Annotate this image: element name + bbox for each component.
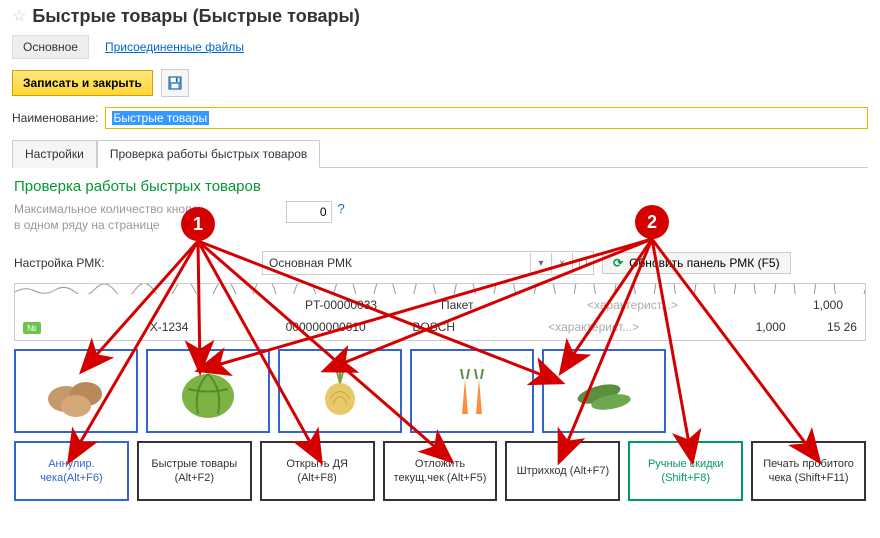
product-card-potato[interactable] (14, 349, 138, 433)
save-close-button[interactable]: Записать и закрыть (12, 70, 153, 96)
row-badge: № (23, 322, 41, 334)
potato-icon (41, 364, 111, 419)
annotation-marker-2: 2 (635, 205, 669, 239)
product-card-onion[interactable] (278, 349, 402, 433)
open-icon[interactable]: ▢ (572, 253, 593, 273)
table-cell: 1,000 (755, 298, 851, 312)
help-icon[interactable]: ? (338, 201, 345, 216)
dropdown-icon[interactable]: ▾ (530, 253, 551, 273)
product-card-cabbage[interactable] (146, 349, 270, 433)
table-cell: Пакет (433, 298, 579, 312)
product-card-cucumber[interactable] (542, 349, 666, 433)
name-input[interactable]: Быстрые товары (105, 107, 868, 129)
section-title: Проверка работы быстрых товаров (14, 178, 866, 195)
table-cell: 1,000 (704, 320, 794, 334)
rmk-select[interactable]: Основная РМК ▾ × ▢ (262, 251, 594, 275)
table-cell: <характерист...> (579, 298, 755, 312)
cabbage-icon (173, 364, 243, 419)
rmk-label: Настройка РМК: (14, 256, 254, 270)
panel-btn-fast-goods[interactable]: Быстрые товары (Alt+F2) (137, 441, 252, 501)
panel-btn-postpone[interactable]: Отложить текущ.чек (Alt+F5) (383, 441, 498, 501)
carrot-icon (437, 364, 507, 419)
hint-line2: в одном ряду на странице (14, 217, 204, 233)
table-cell: BOSCH (404, 320, 540, 334)
table-cell: PT-00000033 (297, 298, 433, 312)
panel-btn-barcode[interactable]: Штрихкод (Alt+F7) (505, 441, 620, 501)
favorite-star-icon[interactable]: ☆ (12, 9, 26, 25)
refresh-icon: ⟳ (613, 256, 623, 270)
page-title: Быстрые товары (Быстрые товары) (32, 6, 360, 27)
rmk-value: Основная РМК (263, 256, 530, 270)
table-cell: 000000000010 (278, 320, 405, 334)
floppy-icon (168, 76, 182, 90)
subtab-settings[interactable]: Настройки (12, 140, 97, 168)
panel-btn-print-check[interactable]: Печать пробитого чека (Shift+F11) (751, 441, 866, 501)
refresh-rmk-button[interactable]: ⟳ Обновить панель РМК (F5) (602, 252, 791, 274)
panel-btn-open-drawer[interactable]: Открыть ДЯ (Alt+F8) (260, 441, 375, 501)
save-button[interactable] (161, 69, 189, 97)
onion-icon (305, 364, 375, 419)
table-cell: <характерист...> (540, 320, 704, 334)
annotation-marker-1: 1 (181, 207, 215, 241)
max-buttons-input[interactable] (286, 201, 332, 223)
panel-btn-cancel-check[interactable]: Аннулир. чека(Alt+F6) (14, 441, 129, 501)
panel-btn-manual-discount[interactable]: Ручные скидки (Shift+F8) (628, 441, 743, 501)
cucumber-icon (569, 364, 639, 419)
hint-line1: Максимальное количество кнопок (14, 201, 204, 217)
table-cell: 15 26 (794, 320, 865, 334)
link-attached-files[interactable]: Присоединенные файлы (105, 40, 244, 54)
clear-icon[interactable]: × (551, 253, 572, 273)
torn-edge-icon (15, 284, 865, 294)
subtab-check[interactable]: Проверка работы быстрых товаров (97, 140, 320, 168)
tab-main[interactable]: Основное (12, 35, 89, 59)
product-card-carrot[interactable] (410, 349, 534, 433)
table-cell: X-1234 (142, 320, 278, 334)
name-label: Наименование: (12, 111, 99, 125)
data-table: PT-00000033 Пакет <характерист...> 1,000… (14, 283, 866, 341)
